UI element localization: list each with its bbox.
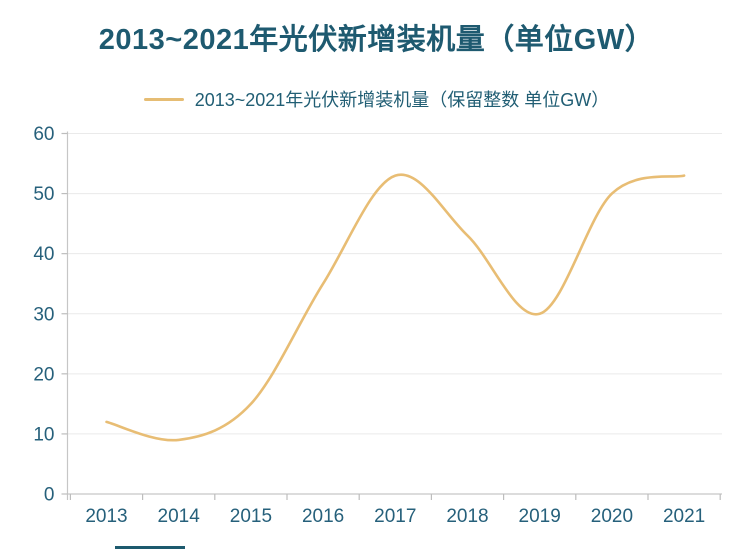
y-axis-label: 50 <box>33 184 54 205</box>
x-axis-label: 2018 <box>446 506 488 527</box>
bottom-bar-fragment <box>115 546 185 549</box>
y-axis-label: 40 <box>33 244 54 265</box>
y-axis-label: 0 <box>44 485 55 506</box>
legend-line-swatch <box>143 97 184 101</box>
x-axis-label: 2015 <box>230 506 272 527</box>
x-axis-label: 2017 <box>374 506 416 527</box>
y-axis-label: 30 <box>33 304 54 325</box>
legend: 2013~2021年光伏新增装机量（保留整数 单位GW） <box>0 87 753 111</box>
x-axis-label: 2020 <box>591 506 633 527</box>
legend-label: 2013~2021年光伏新增装机量（保留整数 单位GW） <box>194 90 610 110</box>
x-axis-label: 2016 <box>302 506 344 527</box>
x-axis-label: 2019 <box>519 506 561 527</box>
x-axis-label: 2013 <box>85 506 127 527</box>
y-axis-label: 10 <box>33 424 54 445</box>
chart-title: 2013~2021年光伏新增装机量（单位GW） <box>98 24 655 56</box>
y-axis-label: 60 <box>33 124 54 145</box>
x-axis-label: 2014 <box>158 506 201 527</box>
x-axis-label: 2021 <box>663 506 705 527</box>
y-axis-label: 20 <box>33 364 54 385</box>
series-line <box>105 173 686 442</box>
